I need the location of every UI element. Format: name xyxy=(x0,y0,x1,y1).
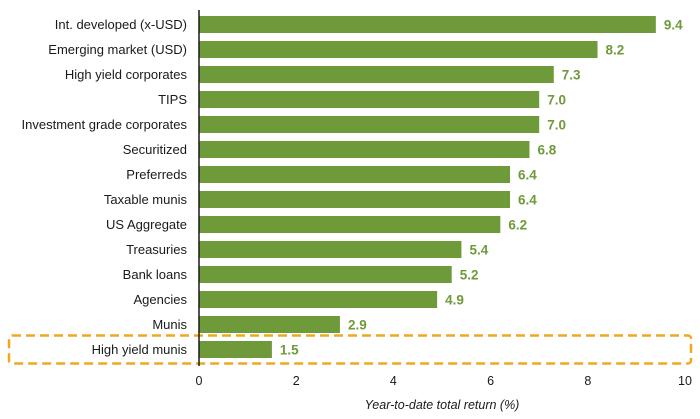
bar xyxy=(199,41,598,58)
category-label: Int. developed (x-USD) xyxy=(55,17,187,32)
value-label: 7.0 xyxy=(547,93,566,108)
bar xyxy=(199,66,554,83)
bar xyxy=(199,91,540,108)
category-label: US Aggregate xyxy=(106,217,187,232)
x-tick-label: 2 xyxy=(293,374,300,388)
category-label: TIPS xyxy=(158,92,187,107)
bar xyxy=(199,241,462,258)
bar xyxy=(199,166,511,183)
value-label: 6.8 xyxy=(537,143,556,158)
value-labels: 9.48.27.37.07.06.86.46.46.25.45.24.92.91… xyxy=(280,18,683,358)
category-label: Taxable munis xyxy=(104,192,188,207)
category-label: Preferreds xyxy=(126,167,187,182)
bar xyxy=(199,116,540,133)
category-labels: Int. developed (x-USD) Emerging market (U… xyxy=(22,17,188,357)
category-label: Emerging market (USD) xyxy=(48,42,187,57)
bar xyxy=(199,291,438,308)
category-label: Munis xyxy=(152,317,187,332)
value-label: 6.4 xyxy=(518,168,537,183)
x-axis-title: Year-to-date total return (%) xyxy=(365,398,520,412)
bar xyxy=(199,216,501,233)
value-label: 6.2 xyxy=(508,218,527,233)
x-tick-labels: 0 2 4 6 8 10 xyxy=(196,374,692,388)
value-label: 6.4 xyxy=(518,193,537,208)
value-label: 5.4 xyxy=(469,243,488,258)
value-label: 5.2 xyxy=(460,268,479,283)
category-label: Agencies xyxy=(134,292,188,307)
category-label: Treasuries xyxy=(126,242,187,257)
category-label: Securitized xyxy=(123,142,187,157)
bars-group xyxy=(199,16,656,358)
x-tick-label: 6 xyxy=(487,374,494,388)
value-label: 8.2 xyxy=(606,43,625,58)
highlight-box xyxy=(7,334,693,365)
value-label: 7.0 xyxy=(547,118,566,133)
x-tick-label: 8 xyxy=(584,374,591,388)
bar xyxy=(199,191,511,208)
value-label: 4.9 xyxy=(445,293,464,308)
bar xyxy=(199,341,272,358)
value-label: 2.9 xyxy=(348,318,367,333)
value-label: 7.3 xyxy=(562,68,581,83)
bar xyxy=(199,16,656,33)
category-label: Bank loans xyxy=(123,267,188,282)
x-tick-label: 4 xyxy=(390,374,397,388)
category-label: High yield corporates xyxy=(65,67,188,82)
value-label: 1.5 xyxy=(280,343,299,358)
category-label: Investment grade corporates xyxy=(22,117,188,132)
x-tick-label: 0 xyxy=(196,374,203,388)
bar xyxy=(199,316,340,333)
x-tick-label: 10 xyxy=(678,374,692,388)
category-label: High yield munis xyxy=(92,342,188,357)
bar xyxy=(199,266,452,283)
bar xyxy=(199,141,530,158)
value-label: 9.4 xyxy=(664,18,683,33)
